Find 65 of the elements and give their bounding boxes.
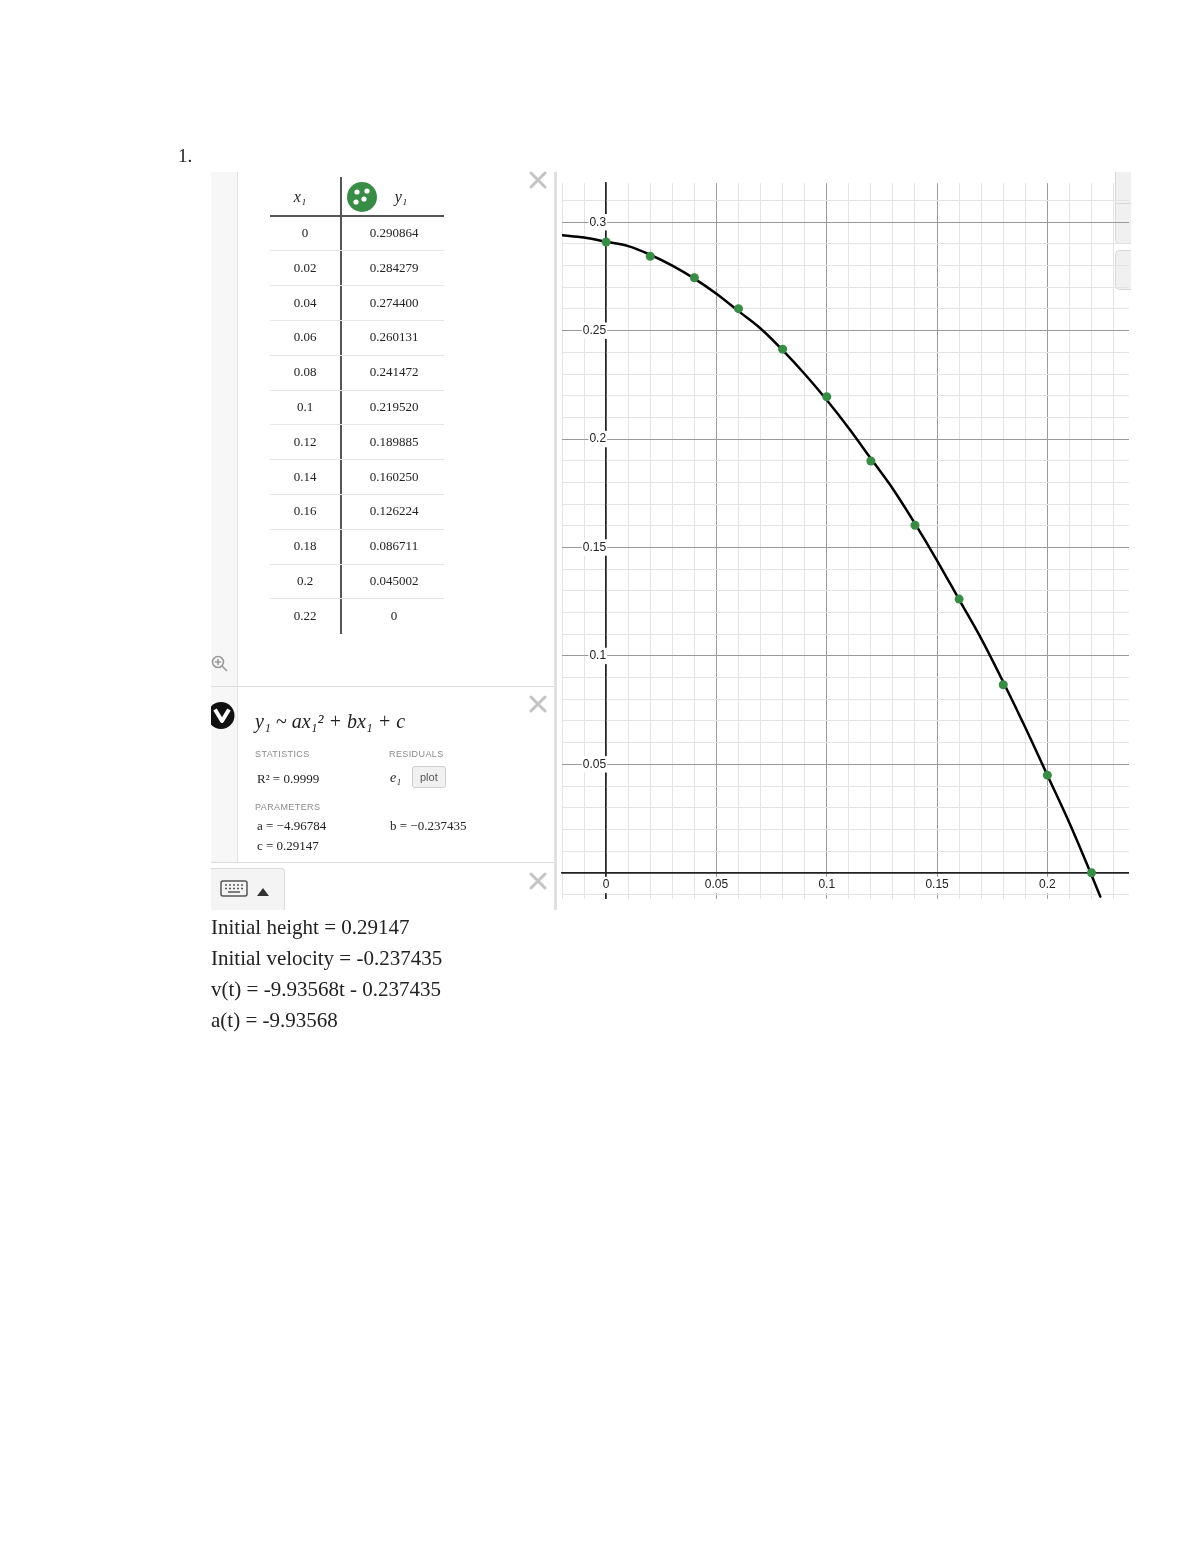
text: b = −0.237435 <box>390 818 467 834</box>
text: 0.241472 <box>369 364 419 381</box>
text: 0.14 <box>293 468 317 485</box>
text: R² = 0.9999 <box>257 771 320 787</box>
x-tick-label: 0.05 <box>704 877 729 892</box>
text: RESIDUALS <box>389 748 444 760</box>
text: 0.126224 <box>369 503 419 520</box>
text: v(t) = -9.93568t - 0.237435 <box>211 976 441 1002</box>
text: 0.04 <box>293 294 317 311</box>
text: 0.045002 <box>369 573 419 589</box>
point <box>689 273 699 283</box>
text: y₁ ~ ax₁² + bx₁ + c <box>255 708 406 734</box>
point <box>998 680 1008 690</box>
text: 0.06 <box>293 329 317 346</box>
x-tick-label: 0 <box>602 877 610 892</box>
text: Initial height = 0.29147 <box>211 914 410 940</box>
plot-button: plot <box>412 766 446 788</box>
y-tick-label: 0.25 <box>582 322 607 337</box>
y-tick-label: 0.3 <box>589 214 607 229</box>
text: c = 0.29147 <box>257 838 319 854</box>
text: Initial velocity = -0.237435 <box>211 945 443 971</box>
point <box>734 304 743 314</box>
x-tick-label: 0.15 <box>925 877 950 892</box>
point <box>866 456 876 466</box>
point <box>778 344 788 354</box>
text: 0 <box>390 607 398 624</box>
point <box>601 237 611 247</box>
text: e₁ <box>390 769 402 787</box>
y-tick-label: 0.05 <box>582 756 607 771</box>
text: 0.189885 <box>369 433 419 450</box>
text: 0.274400 <box>369 294 419 311</box>
text: a = −4.96784 <box>257 818 327 834</box>
point <box>954 594 964 604</box>
x-tick-label: 0.1 <box>818 877 836 892</box>
point <box>645 251 655 261</box>
line-series <box>562 233 1102 898</box>
text: 0.16 <box>293 503 317 520</box>
text: PARAMETERS <box>255 801 321 813</box>
text: 0.12 <box>293 433 317 450</box>
text: 0.160250 <box>369 468 419 485</box>
y-tick-label: 0.15 <box>582 539 607 554</box>
point <box>1042 770 1052 780</box>
text: 0.260131 <box>369 329 419 346</box>
text: 0.290864 <box>369 225 419 241</box>
text: 0.086711 <box>369 538 419 555</box>
point <box>910 520 920 530</box>
text: 0.1 <box>296 399 314 415</box>
text: 0.2 <box>296 573 314 589</box>
text: 1. <box>178 144 193 168</box>
text: 0.18 <box>293 538 317 555</box>
text: STATISTICS <box>255 748 310 760</box>
x-tick-label: 0.2 <box>1039 877 1057 892</box>
text: 0.02 <box>293 259 317 276</box>
y-tick-label: 0.2 <box>589 431 607 446</box>
text: x₁ <box>293 187 307 207</box>
point <box>1086 868 1096 878</box>
text: 0 <box>301 225 309 241</box>
text: 0.22 <box>293 607 317 624</box>
text: a(t) = -9.93568 <box>211 1007 338 1033</box>
text: 0.284279 <box>369 259 419 276</box>
y-tick-label: 0.1 <box>589 648 607 663</box>
text: 0.08 <box>293 364 317 381</box>
text: 0.219520 <box>369 399 419 415</box>
point <box>822 392 832 402</box>
text: y₁ <box>394 187 408 207</box>
